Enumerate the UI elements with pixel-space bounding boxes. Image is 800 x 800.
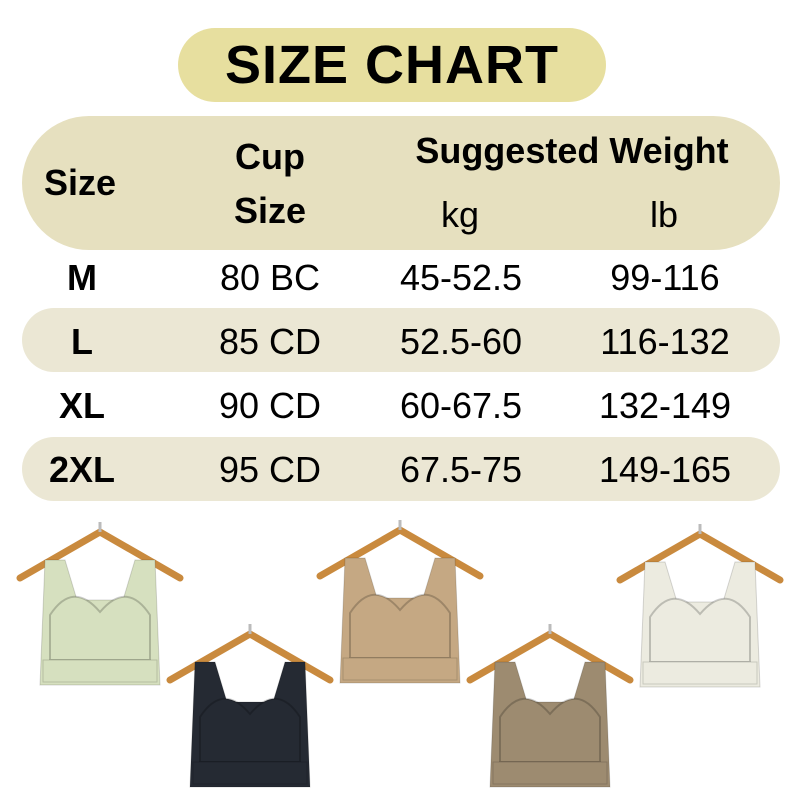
header-cup: Cup <box>235 136 305 177</box>
header-cup-size: Size <box>233 190 307 231</box>
cell-size: 2XL <box>48 449 116 490</box>
header-lb: lb <box>649 194 679 235</box>
cell-kg: 52.5-60 <box>399 321 523 362</box>
cell-kg: 45-52.5 <box>399 257 523 298</box>
product-image-tan <box>315 518 485 688</box>
row-stripe <box>22 308 780 372</box>
cell-lb: 149-165 <box>598 449 732 490</box>
cell-kg: 60-67.5 <box>399 385 523 426</box>
header-suggested-weight: Suggested Weight <box>415 130 729 171</box>
cell-cup: 90 CD <box>218 385 322 426</box>
cell-size: XL <box>58 385 105 426</box>
table-header: Size Cup Size Suggested Weight kg lb <box>22 116 780 250</box>
cell-lb: 132-149 <box>598 385 732 426</box>
size-chart-title: SIZE CHART <box>178 28 606 102</box>
row-stripe <box>22 437 780 501</box>
product-image-taupe <box>465 622 635 792</box>
cell-lb: 116-132 <box>600 321 730 362</box>
cell-lb: 99-116 <box>610 257 720 298</box>
cell-size: L <box>71 321 93 362</box>
header-size: Size <box>43 162 117 203</box>
header-kg: kg <box>440 194 480 235</box>
cell-cup: 85 CD <box>218 321 322 362</box>
product-image-black <box>165 622 335 792</box>
product-image-cream <box>615 522 785 692</box>
cell-kg: 67.5-75 <box>399 449 523 490</box>
cell-cup: 95 CD <box>218 449 322 490</box>
cell-size: M <box>67 257 97 298</box>
cell-cup: 80 BC <box>219 257 321 298</box>
product-image-green <box>15 520 185 690</box>
